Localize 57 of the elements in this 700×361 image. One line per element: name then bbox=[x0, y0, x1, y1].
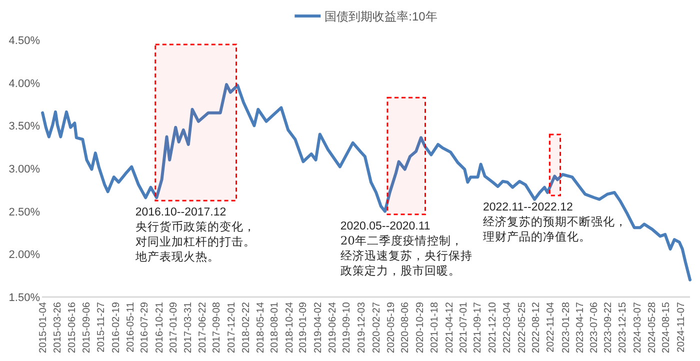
x-tick-label: 2024-05-28 bbox=[646, 302, 658, 354]
x-tick-label: 2024-08-15 bbox=[661, 302, 672, 354]
x-tick-label: 2017-12-01 bbox=[226, 302, 238, 354]
x-tick-label: 2024-11-07 bbox=[676, 302, 687, 352]
x-tick-label: 2022-03-04 bbox=[502, 302, 514, 354]
x-tick-label: 2019-06-24 bbox=[328, 302, 339, 354]
x-tick-label: 2019-04-02 bbox=[312, 302, 324, 354]
x-tick-label: 2016-05-11 bbox=[126, 302, 137, 352]
x-tick-label: 2020-08-06 bbox=[400, 302, 412, 354]
x-tick-label: 2015-03-26 bbox=[52, 302, 64, 354]
x-tick-label: 2021-07-01 bbox=[458, 302, 470, 354]
y-tick-label: 1.50% bbox=[8, 292, 40, 304]
x-tick-label: 2015-11-27 bbox=[96, 302, 108, 352]
x-tick-label: 2021-12-10 bbox=[487, 302, 498, 354]
x-tick-label: 2017-03-31 bbox=[183, 302, 194, 354]
x-tick-label: 2022-08-12 bbox=[530, 302, 542, 354]
x-tick-label: 2023-12-15 bbox=[618, 302, 629, 354]
x-tick-label: 2015-09-06 bbox=[82, 302, 93, 354]
x-tick-label: 2021-04-12 bbox=[444, 302, 456, 354]
band-label: 2022.11--2022.12 经济复苏的预期不断强化，理财产品的净值化。 bbox=[482, 201, 627, 244]
x-tick-label: 2020-05-19 bbox=[386, 302, 398, 354]
x-tick-label: 2018-10-24 bbox=[284, 302, 296, 354]
y-tick-label: 2.00% bbox=[8, 249, 40, 262]
y-tick-label: 2.50% bbox=[8, 206, 40, 218]
x-tick-label: 2023-01-28 bbox=[560, 302, 572, 354]
x-tick-label: 2016-10-21 bbox=[154, 302, 166, 354]
x-tick-label: 2015-01-04 bbox=[38, 302, 50, 354]
x-tick-label: 2016-02-19 bbox=[110, 302, 122, 354]
band-label: 2016.10--2017.12 央行货币政策的变化，对同业加杠杆的打击。地产表现火热。 bbox=[134, 206, 256, 264]
x-tick-label: 2016-07-29 bbox=[140, 302, 151, 354]
x-tick-label: 2018-02-22 bbox=[241, 302, 252, 354]
y-tick-label: 4.00% bbox=[8, 78, 40, 90]
x-tick-label: 2019-12-03 bbox=[356, 302, 368, 354]
x-tick-label: 2023-07-06 bbox=[588, 302, 600, 354]
band-label: 2020.05--2020.11 20年二季度疫情控制，经济迅速复苏，央行保持政策定力，股市回暖。 bbox=[340, 220, 472, 278]
x-tick-label: 2017-09-08 bbox=[212, 302, 223, 354]
y-tick-label: 3.50% bbox=[8, 120, 40, 133]
x-tick-label: 2019-09-10 bbox=[341, 302, 352, 354]
x-tick-label: 2015-06-16 bbox=[66, 302, 78, 354]
x-tick-label: 2020-02-27 bbox=[372, 302, 383, 354]
x-tick-label: 2018-05-14 bbox=[256, 302, 267, 354]
x-tick-label: 2022-05-25 bbox=[516, 302, 528, 354]
x-tick-label: 2021-01-18 bbox=[429, 302, 440, 354]
legend: 国债到期收益率:10年 bbox=[294, 10, 438, 24]
y-tick-label: 3.00% bbox=[8, 164, 40, 176]
x-tick-label: 2019-01-09 bbox=[298, 302, 310, 354]
x-tick-label: 2023-09-22 bbox=[602, 302, 614, 354]
x-tick-label: 2021-09-17 bbox=[472, 302, 484, 354]
y-tick-label: 4.50% bbox=[8, 35, 40, 47]
x-tick-label: 2022-11-04 bbox=[546, 302, 557, 352]
x-tick-label: 2017-06-22 bbox=[198, 302, 209, 354]
legend-label: 国债到期收益率:10年 bbox=[324, 10, 438, 24]
x-tick-label: 2024-03-07 bbox=[632, 302, 644, 354]
x-tick-label: 2017-01-09 bbox=[168, 302, 180, 354]
x-tick-label: 2018-08-01 bbox=[270, 302, 281, 354]
x-tick-label: 2023-04-17 bbox=[574, 302, 586, 354]
x-tick-label: 2020-10-29 bbox=[415, 302, 426, 354]
